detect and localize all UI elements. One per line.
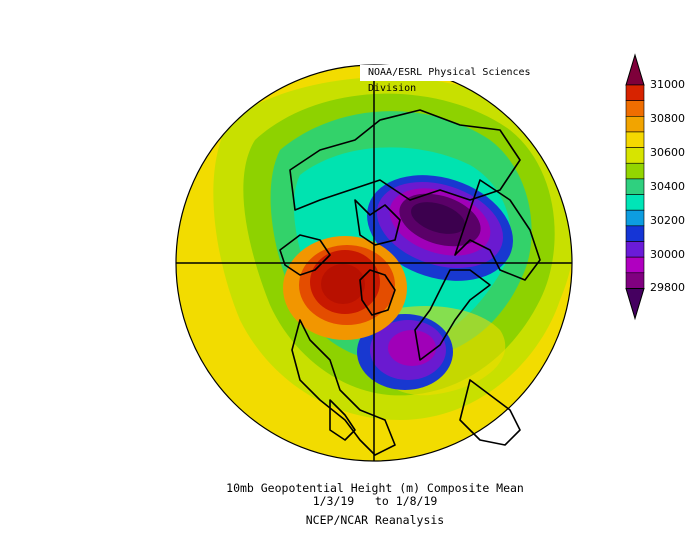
- colorbar-swatch: [625, 225, 645, 242]
- coast-europe: [414, 269, 491, 361]
- colorbar-label: 30800: [650, 111, 685, 125]
- colorbar-swatch: [625, 194, 645, 211]
- colorbar-swatch: [625, 162, 645, 180]
- colorbar-label: 30200: [650, 213, 685, 227]
- colorbar-swatch: [625, 178, 645, 195]
- colorbar: [625, 53, 645, 321]
- colorbar-label: 29800: [650, 281, 685, 295]
- colorbar-swatch: [625, 116, 645, 133]
- colorbar-swatch: [625, 84, 645, 101]
- field-darkpurple-north: [411, 202, 465, 234]
- colorbar-label: 31000: [650, 78, 685, 91]
- caption-dates: 1/3/19 to 1/8/19: [312, 494, 438, 508]
- caption-title: 10mb Geopotential Height (m) Composite M…: [226, 481, 524, 495]
- colorbar-swatch: [625, 272, 645, 289]
- colorbar-swatch: [625, 131, 645, 148]
- colorbar-label: 30000: [650, 247, 685, 261]
- colorbar-label: 30400: [650, 179, 685, 193]
- colorbar-bottom-arrow: [625, 287, 645, 321]
- colorbar-swatch: [625, 100, 645, 117]
- coast-mexico: [329, 399, 356, 441]
- graticule: [176, 65, 572, 461]
- height-field: [176, 65, 572, 461]
- coast-africa: [459, 379, 521, 446]
- coast-arctic-islands: [354, 199, 401, 246]
- colorbar-label: 30600: [650, 145, 685, 159]
- colorbar-swatch: [625, 256, 645, 274]
- field-darkred-west: [321, 264, 365, 304]
- colorbar-swatch: [625, 147, 645, 164]
- colorbar-top-arrow: [625, 53, 645, 86]
- coast-greenland: [359, 269, 396, 316]
- colorbar-swatch: [625, 241, 645, 258]
- coast-asia: [289, 109, 521, 211]
- credit-label: NOAA/ESRL Physical Sciences Division: [360, 65, 572, 94]
- field-magenta-south: [388, 330, 436, 366]
- coast-russia-east: [454, 179, 541, 281]
- coast-north-america: [291, 319, 396, 456]
- caption-source: NCEP/NCAR Reanalysis: [305, 513, 445, 527]
- colorbar-swatch: [625, 209, 645, 227]
